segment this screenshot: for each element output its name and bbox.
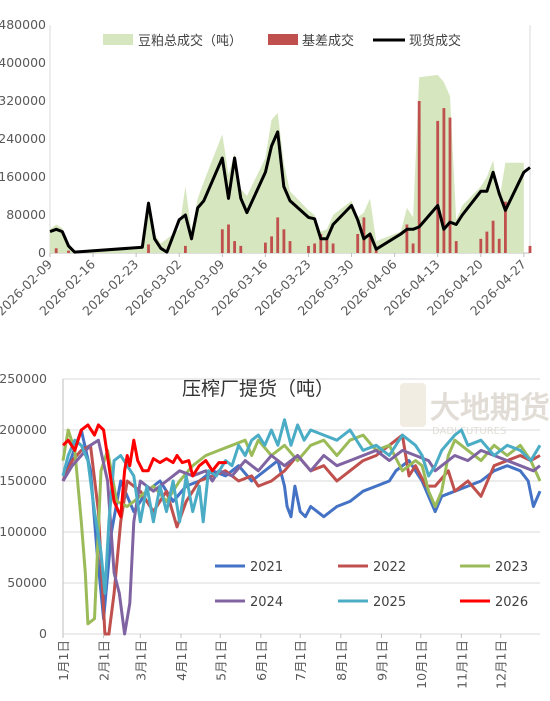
c1-y-tick-label: 400000 <box>0 55 46 70</box>
c1-bar-basis <box>368 236 372 253</box>
futures-volume-chart: 0 80000 160000 240000 320000 400000 480000 202… <box>0 17 532 318</box>
c1-y-tick-label: 320000 <box>0 93 46 108</box>
c2-line-series <box>61 418 542 636</box>
c1-bar-basis <box>270 236 273 253</box>
c1-bar-basis <box>319 234 323 253</box>
c1-bar-basis <box>454 241 458 253</box>
c2-line-2021 <box>61 428 542 621</box>
c1-bar-basis <box>448 117 452 253</box>
c1-area-series <box>50 74 524 254</box>
watermark-brand: 大地期货 <box>430 391 550 426</box>
c2-y-tick-label: 0 <box>39 626 47 641</box>
c2-y-tick-label: 200000 <box>0 422 47 437</box>
watermark: 大地期货 DADI FUTURES <box>400 383 550 437</box>
c2-y-axis-ticks: 0 50000 100000 150000 200000 250000 <box>0 371 47 641</box>
c2-legend-label-2026: 2026 <box>495 595 528 610</box>
c2-x-tick-label: 6月1日 <box>254 640 269 681</box>
c2-x-tick-label: 10月1日 <box>414 640 429 689</box>
c1-y-tick-label: 160000 <box>0 169 46 184</box>
c1-y-tick-label: 240000 <box>0 131 46 146</box>
c1-bar-basis <box>436 120 440 254</box>
c1-bar-basis <box>504 201 507 253</box>
c1-bar-basis <box>67 250 70 253</box>
c1-bar-basis <box>276 217 280 253</box>
c2-x-tick-label: 12月1日 <box>494 640 509 689</box>
c1-bar-basis <box>227 224 230 253</box>
c2-legend-label-2022: 2022 <box>373 560 406 575</box>
c2-y-tick-label: 100000 <box>0 524 47 539</box>
c2-legend-label-2023: 2023 <box>495 560 528 575</box>
c2-gridlines <box>62 378 540 635</box>
c1-bar-basis <box>356 234 360 253</box>
c2-legend-label-2025: 2025 <box>373 595 406 610</box>
c1-bar-basis <box>307 245 310 253</box>
c1-bar-basis <box>491 220 495 253</box>
c1-bar-basis <box>264 242 267 253</box>
c2-x-tick-label: 7月1日 <box>293 640 308 681</box>
c1-line-series <box>49 130 531 254</box>
c2-legend-label-2024: 2024 <box>250 595 283 610</box>
c2-legend-label-2021: 2021 <box>250 560 283 575</box>
c1-bar-basis <box>147 244 150 253</box>
c1-bar-basis <box>497 238 501 254</box>
c2-x-tick-label: 2月1日 <box>97 640 112 681</box>
c1-bar-basis <box>313 243 316 253</box>
c1-bar-basis <box>485 231 489 253</box>
c1-bar-basis <box>417 101 421 253</box>
c2-x-tick-label: 1月1日 <box>56 640 71 681</box>
c2-y-tick-label: 250000 <box>0 371 47 386</box>
legend-swatch-bar <box>268 34 298 45</box>
c1-line-spot <box>49 130 531 254</box>
c2-x-tick-label: 4月1日 <box>174 640 189 681</box>
c1-bar-basis <box>325 238 329 254</box>
c1-bar-series <box>54 101 532 254</box>
c1-bar-basis <box>479 238 483 254</box>
c2-line-2025 <box>61 418 542 595</box>
c2-legend: 2021 2022 2023 2024 2025 2026 <box>215 560 528 610</box>
c1-y-tick-label: 0 <box>38 245 46 260</box>
c1-x-axis-ticks: 2026-02-092026-02-162026-02-232026-03-02… <box>0 253 529 318</box>
c2-x-tick-label: 3月1日 <box>133 640 148 681</box>
c2-title: 压榨厂提货（吨） <box>182 378 334 400</box>
c1-bar-basis <box>239 245 243 253</box>
c2-x-tick-label: 5月1日 <box>213 640 228 681</box>
c2-x-axis-ticks: 1月1日 2月1日 3月1日 4月1日 5月1日 6月1日 7月1日 8月1日 9月1日 10月1… <box>56 634 509 689</box>
c2-line-2024 <box>61 438 541 636</box>
legend-label-bar: 基差成交 <box>302 33 354 49</box>
c2-line-2023 <box>61 428 542 626</box>
c2-x-tick-label: 8月1日 <box>334 640 349 681</box>
c1-legend: 豆粕总成交（吨） 基差成交 现货成交 <box>103 33 461 49</box>
c1-bar-basis <box>442 108 446 253</box>
legend-label-area: 豆粕总成交（吨） <box>138 33 242 49</box>
legend-swatch-area <box>103 34 133 45</box>
c1-y-axis-ticks: 0 80000 160000 240000 320000 400000 480000 <box>0 17 46 260</box>
c1-bar-basis <box>184 245 187 253</box>
c2-x-tick-label: 9月1日 <box>374 640 389 681</box>
c1-bar-basis <box>233 241 236 253</box>
legend-label-line: 现货成交 <box>409 33 461 49</box>
c1-bar-basis <box>282 229 286 254</box>
c1-area-total <box>50 74 524 254</box>
c1-bar-basis <box>528 245 532 253</box>
c2-line-2026 <box>61 423 227 519</box>
c1-y-tick-label: 80000 <box>6 207 46 222</box>
c1-y-tick-label: 480000 <box>0 17 46 32</box>
c1-bar-basis <box>405 224 409 253</box>
watermark-sub: DADI FUTURES <box>432 426 506 437</box>
c1-bar-basis <box>411 243 415 253</box>
c2-x-tick-label: 11月1日 <box>454 640 469 689</box>
c1-bar-basis <box>220 229 224 254</box>
watermark-logo <box>400 383 426 427</box>
c1-bar-basis <box>331 243 335 253</box>
c1-bar-basis <box>374 248 378 254</box>
c1-bar-basis <box>288 241 292 253</box>
c2-y-tick-label: 150000 <box>0 473 47 488</box>
c2-y-tick-label: 50000 <box>7 575 47 590</box>
c2-line-2022 <box>61 433 541 636</box>
c1-bar-basis <box>54 248 58 254</box>
